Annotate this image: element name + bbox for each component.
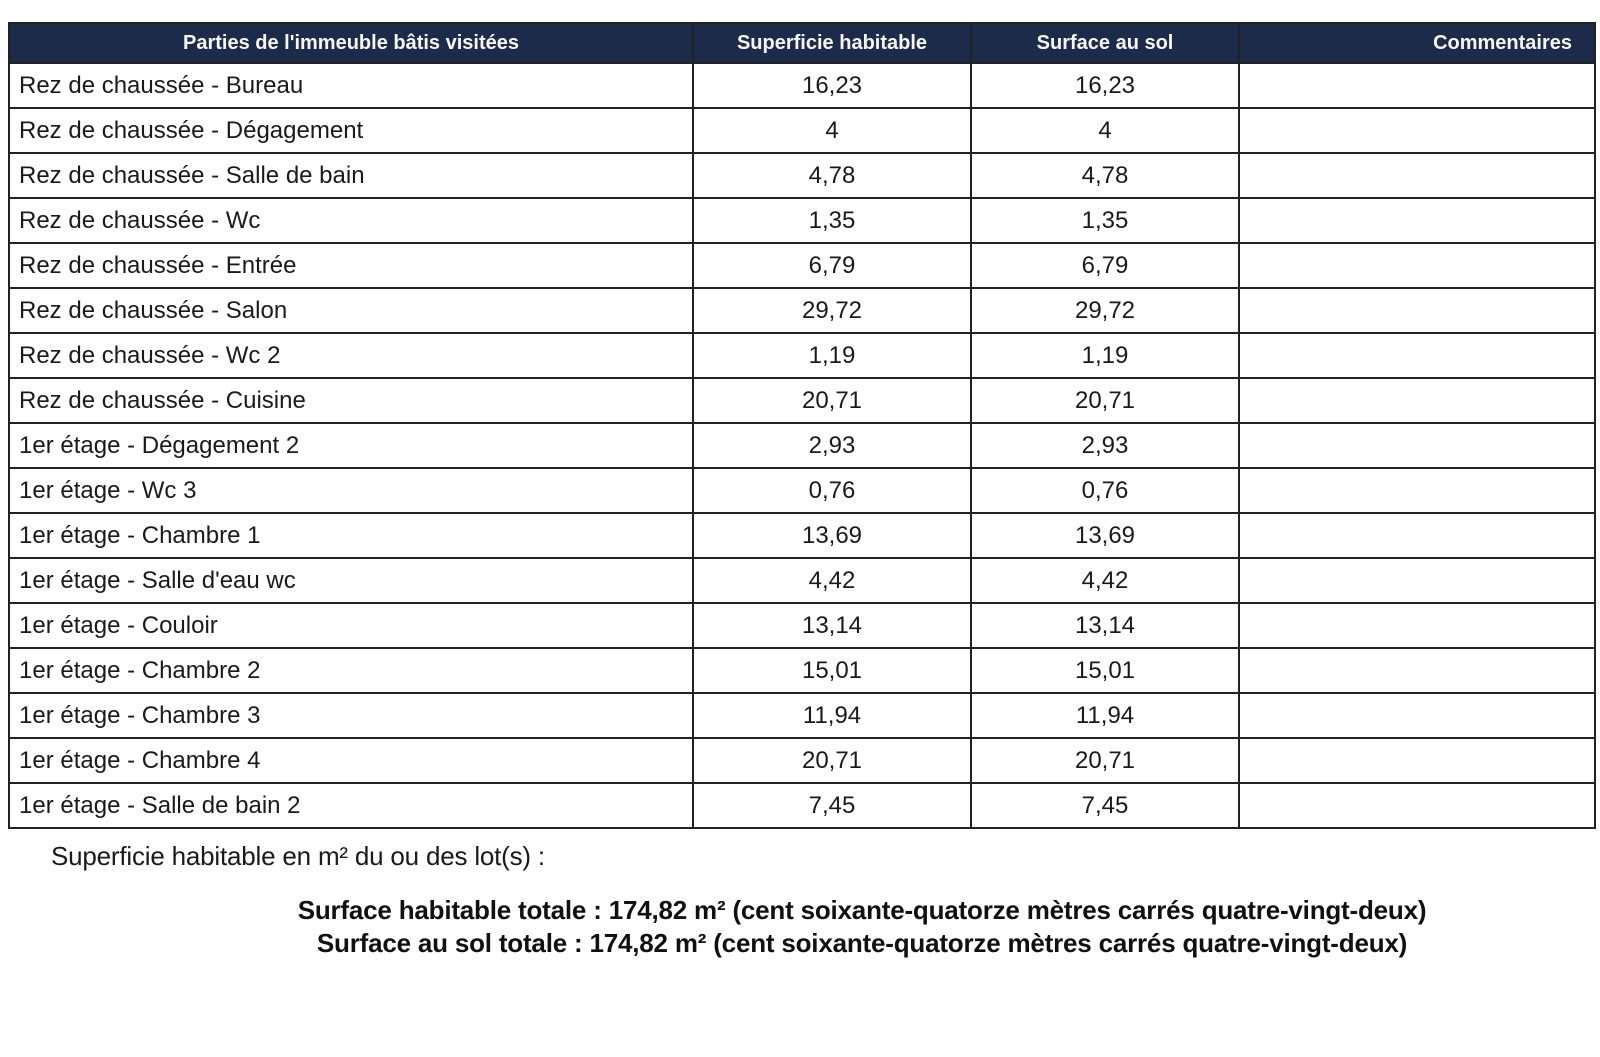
table-row: 1er étage - Salle de bain 2 7,45 7,45 (8, 782, 1596, 829)
superficie-cell: 15,01 (692, 647, 972, 694)
commentaire-cell (1238, 512, 1596, 559)
table-row: Rez de chaussée - Wc 2 1,19 1,19 (8, 332, 1596, 379)
surface-measurement-table: Parties de l'immeuble bâtis visitées Sup… (8, 22, 1596, 829)
superficie-cell: 4,42 (692, 557, 972, 604)
row-label-cell: 1er étage - Salle de bain 2 (8, 782, 694, 829)
table-row: 1er étage - Chambre 2 15,01 15,01 (8, 647, 1596, 694)
row-label-cell: Rez de chaussée - Dégagement (8, 107, 694, 154)
row-label-cell: Rez de chaussée - Salon (8, 287, 694, 334)
commentaire-cell (1238, 737, 1596, 784)
surface-sol-cell: 20,71 (970, 377, 1240, 424)
surface-sol-cell: 2,93 (970, 422, 1240, 469)
surface-sol-cell: 4,78 (970, 152, 1240, 199)
commentaire-cell (1238, 62, 1596, 109)
header-superficie-habitable: Superficie habitable (692, 22, 972, 64)
table-row: Rez de chaussée - Entrée 6,79 6,79 (8, 242, 1596, 289)
superficie-cell: 16,23 (692, 62, 972, 109)
commentaire-cell (1238, 422, 1596, 469)
commentaire-cell (1238, 152, 1596, 199)
total-surface-au-sol-line: Surface au sol totale : 174,82 m² (cent … (316, 928, 1408, 958)
table-row: Rez de chaussée - Dégagement 4 4 (8, 107, 1596, 154)
commentaire-cell (1238, 377, 1596, 424)
table-row: 1er étage - Couloir 13,14 13,14 (8, 602, 1596, 649)
superficie-cell: 7,45 (692, 782, 972, 829)
commentaire-cell (1238, 332, 1596, 379)
surface-sol-cell: 6,79 (970, 242, 1240, 289)
superficie-cell: 4,78 (692, 152, 972, 199)
surface-sol-cell: 4,42 (970, 557, 1240, 604)
surface-sol-cell: 20,71 (970, 737, 1240, 784)
row-label-cell: 1er étage - Chambre 4 (8, 737, 694, 784)
table-row: Rez de chaussée - Salle de bain 4,78 4,78 (8, 152, 1596, 199)
superficie-cell: 1,19 (692, 332, 972, 379)
row-label-cell: 1er étage - Chambre 3 (8, 692, 694, 739)
commentaire-cell (1238, 287, 1596, 334)
row-label-cell: 1er étage - Salle d'eau wc (8, 557, 694, 604)
row-label-cell: Rez de chaussée - Salle de bain (8, 152, 694, 199)
lot-caption: Superficie habitable en m² du ou des lot… (51, 841, 545, 871)
table-row: 1er étage - Chambre 1 13,69 13,69 (8, 512, 1596, 559)
table-row: Rez de chaussée - Salon 29,72 29,72 (8, 287, 1596, 334)
table-header-row: Parties de l'immeuble bâtis visitées Sup… (8, 22, 1596, 64)
commentaire-cell (1238, 467, 1596, 514)
commentaire-cell (1238, 782, 1596, 829)
surface-sol-cell: 11,94 (970, 692, 1240, 739)
superficie-cell: 6,79 (692, 242, 972, 289)
commentaire-cell (1238, 692, 1596, 739)
surface-sol-cell: 4 (970, 107, 1240, 154)
row-label-cell: Rez de chaussée - Wc 2 (8, 332, 694, 379)
header-surface-au-sol: Surface au sol (970, 22, 1240, 64)
superficie-cell: 1,35 (692, 197, 972, 244)
commentaire-cell (1238, 242, 1596, 289)
superficie-cell: 11,94 (692, 692, 972, 739)
commentaire-cell (1238, 557, 1596, 604)
surface-sol-cell: 15,01 (970, 647, 1240, 694)
table-row: 1er étage - Wc 3 0,76 0,76 (8, 467, 1596, 514)
surface-sol-cell: 13,69 (970, 512, 1240, 559)
table-row: 1er étage - Salle d'eau wc 4,42 4,42 (8, 557, 1596, 604)
commentaire-cell (1238, 602, 1596, 649)
row-label-cell: 1er étage - Couloir (8, 602, 694, 649)
commentaire-cell (1238, 197, 1596, 244)
surface-sol-cell: 1,19 (970, 332, 1240, 379)
surface-sol-cell: 29,72 (970, 287, 1240, 334)
surface-sol-cell: 16,23 (970, 62, 1240, 109)
superficie-cell: 29,72 (692, 287, 972, 334)
commentaire-cell (1238, 647, 1596, 694)
table-row: Rez de chaussée - Bureau 16,23 16,23 (8, 62, 1596, 109)
superficie-cell: 13,69 (692, 512, 972, 559)
row-label-cell: 1er étage - Wc 3 (8, 467, 694, 514)
superficie-cell: 13,14 (692, 602, 972, 649)
table-row: 1er étage - Chambre 3 11,94 11,94 (8, 692, 1596, 739)
superficie-cell: 20,71 (692, 737, 972, 784)
table-row: Rez de chaussée - Wc 1,35 1,35 (8, 197, 1596, 244)
row-label-cell: 1er étage - Chambre 1 (8, 512, 694, 559)
totals-block: Surface habitable totale : 174,82 m² (ce… (132, 894, 1592, 960)
superficie-cell: 4 (692, 107, 972, 154)
surface-sol-cell: 13,14 (970, 602, 1240, 649)
superficie-cell: 2,93 (692, 422, 972, 469)
commentaire-cell (1238, 107, 1596, 154)
row-label-cell: Rez de chaussée - Bureau (8, 62, 694, 109)
surface-sol-cell: 1,35 (970, 197, 1240, 244)
superficie-cell: 0,76 (692, 467, 972, 514)
table-row: 1er étage - Dégagement 2 2,93 2,93 (8, 422, 1596, 469)
row-label-cell: 1er étage - Dégagement 2 (8, 422, 694, 469)
surface-sol-cell: 0,76 (970, 467, 1240, 514)
table-row: Rez de chaussée - Cuisine 20,71 20,71 (8, 377, 1596, 424)
header-commentaires: Commentaires (1238, 22, 1596, 64)
table-row: 1er étage - Chambre 4 20,71 20,71 (8, 737, 1596, 784)
surface-sol-cell: 7,45 (970, 782, 1240, 829)
row-label-cell: Rez de chaussée - Cuisine (8, 377, 694, 424)
header-parties-immeuble: Parties de l'immeuble bâtis visitées (8, 22, 694, 64)
row-label-cell: Rez de chaussée - Wc (8, 197, 694, 244)
table-body: Rez de chaussée - Bureau 16,23 16,23 Rez de… (8, 62, 1596, 829)
row-label-cell: 1er étage - Chambre 2 (8, 647, 694, 694)
superficie-cell: 20,71 (692, 377, 972, 424)
row-label-cell: Rez de chaussée - Entrée (8, 242, 694, 289)
total-surface-habitable-line: Surface habitable totale : 174,82 m² (ce… (297, 895, 1427, 925)
